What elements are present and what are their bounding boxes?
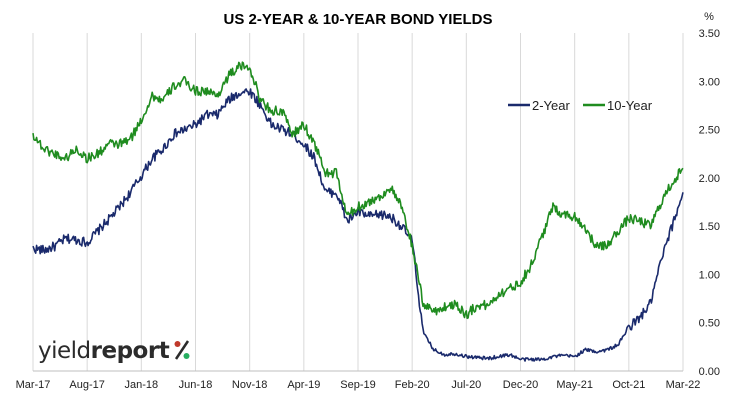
- y-tick-label: 2.00: [699, 173, 720, 185]
- grid-lines: [32, 33, 684, 372]
- y-tick-label: 3.50: [699, 28, 720, 40]
- legend-label: 10-Year: [607, 98, 653, 113]
- x-tick-label: Jan-18: [125, 379, 159, 391]
- x-tick-label: Sep-19: [340, 379, 375, 391]
- x-tick-label: Mar-22: [666, 379, 701, 391]
- x-tick-label: Jul-20: [451, 379, 481, 391]
- logo-word-bold: report: [90, 338, 170, 364]
- x-tick-label: May-21: [556, 379, 593, 391]
- series-line-10-year: [32, 61, 684, 320]
- y-tick-label: 3.00: [699, 76, 720, 88]
- y-axis-ticks: 0.00 0.50 1.00 1.50 2.00 2.50 3.00 3.50: [699, 28, 720, 378]
- y-tick-label: 0.00: [699, 366, 720, 378]
- legend-label: 2-Year: [532, 98, 570, 113]
- series-layer: [32, 61, 684, 362]
- y-tick-label: 0.50: [699, 318, 720, 330]
- y-tick-label: 1.50: [699, 221, 720, 233]
- y-axis-unit: %: [704, 11, 714, 23]
- x-tick-label: Dec-20: [503, 379, 538, 391]
- x-tick-label: Aug-17: [69, 379, 104, 391]
- x-tick-label: Apr-19: [287, 379, 320, 391]
- x-axis-ticks: Mar-17 Aug-17 Jan-18 Jun-18 Nov-18 Apr-19 Sep-…: [16, 379, 701, 391]
- y-tick-label: 2.50: [699, 125, 720, 137]
- x-tick-label: Oct-21: [612, 379, 645, 391]
- x-tick-label: Mar-17: [16, 379, 51, 391]
- legend: 2-Year 10-Year: [508, 98, 653, 113]
- chart-title: US 2-YEAR & 10-YEAR BOND YIELDS: [224, 11, 493, 28]
- logo-word-light: yield: [38, 338, 91, 364]
- percent-logo-icon: [173, 338, 191, 364]
- x-tick-label: Nov-18: [232, 379, 267, 391]
- yieldreport-logo: yieldreport: [38, 338, 191, 364]
- y-tick-label: 1.00: [699, 269, 720, 281]
- x-tick-label: Jun-18: [179, 379, 213, 391]
- x-tick-label: Feb-20: [395, 379, 430, 391]
